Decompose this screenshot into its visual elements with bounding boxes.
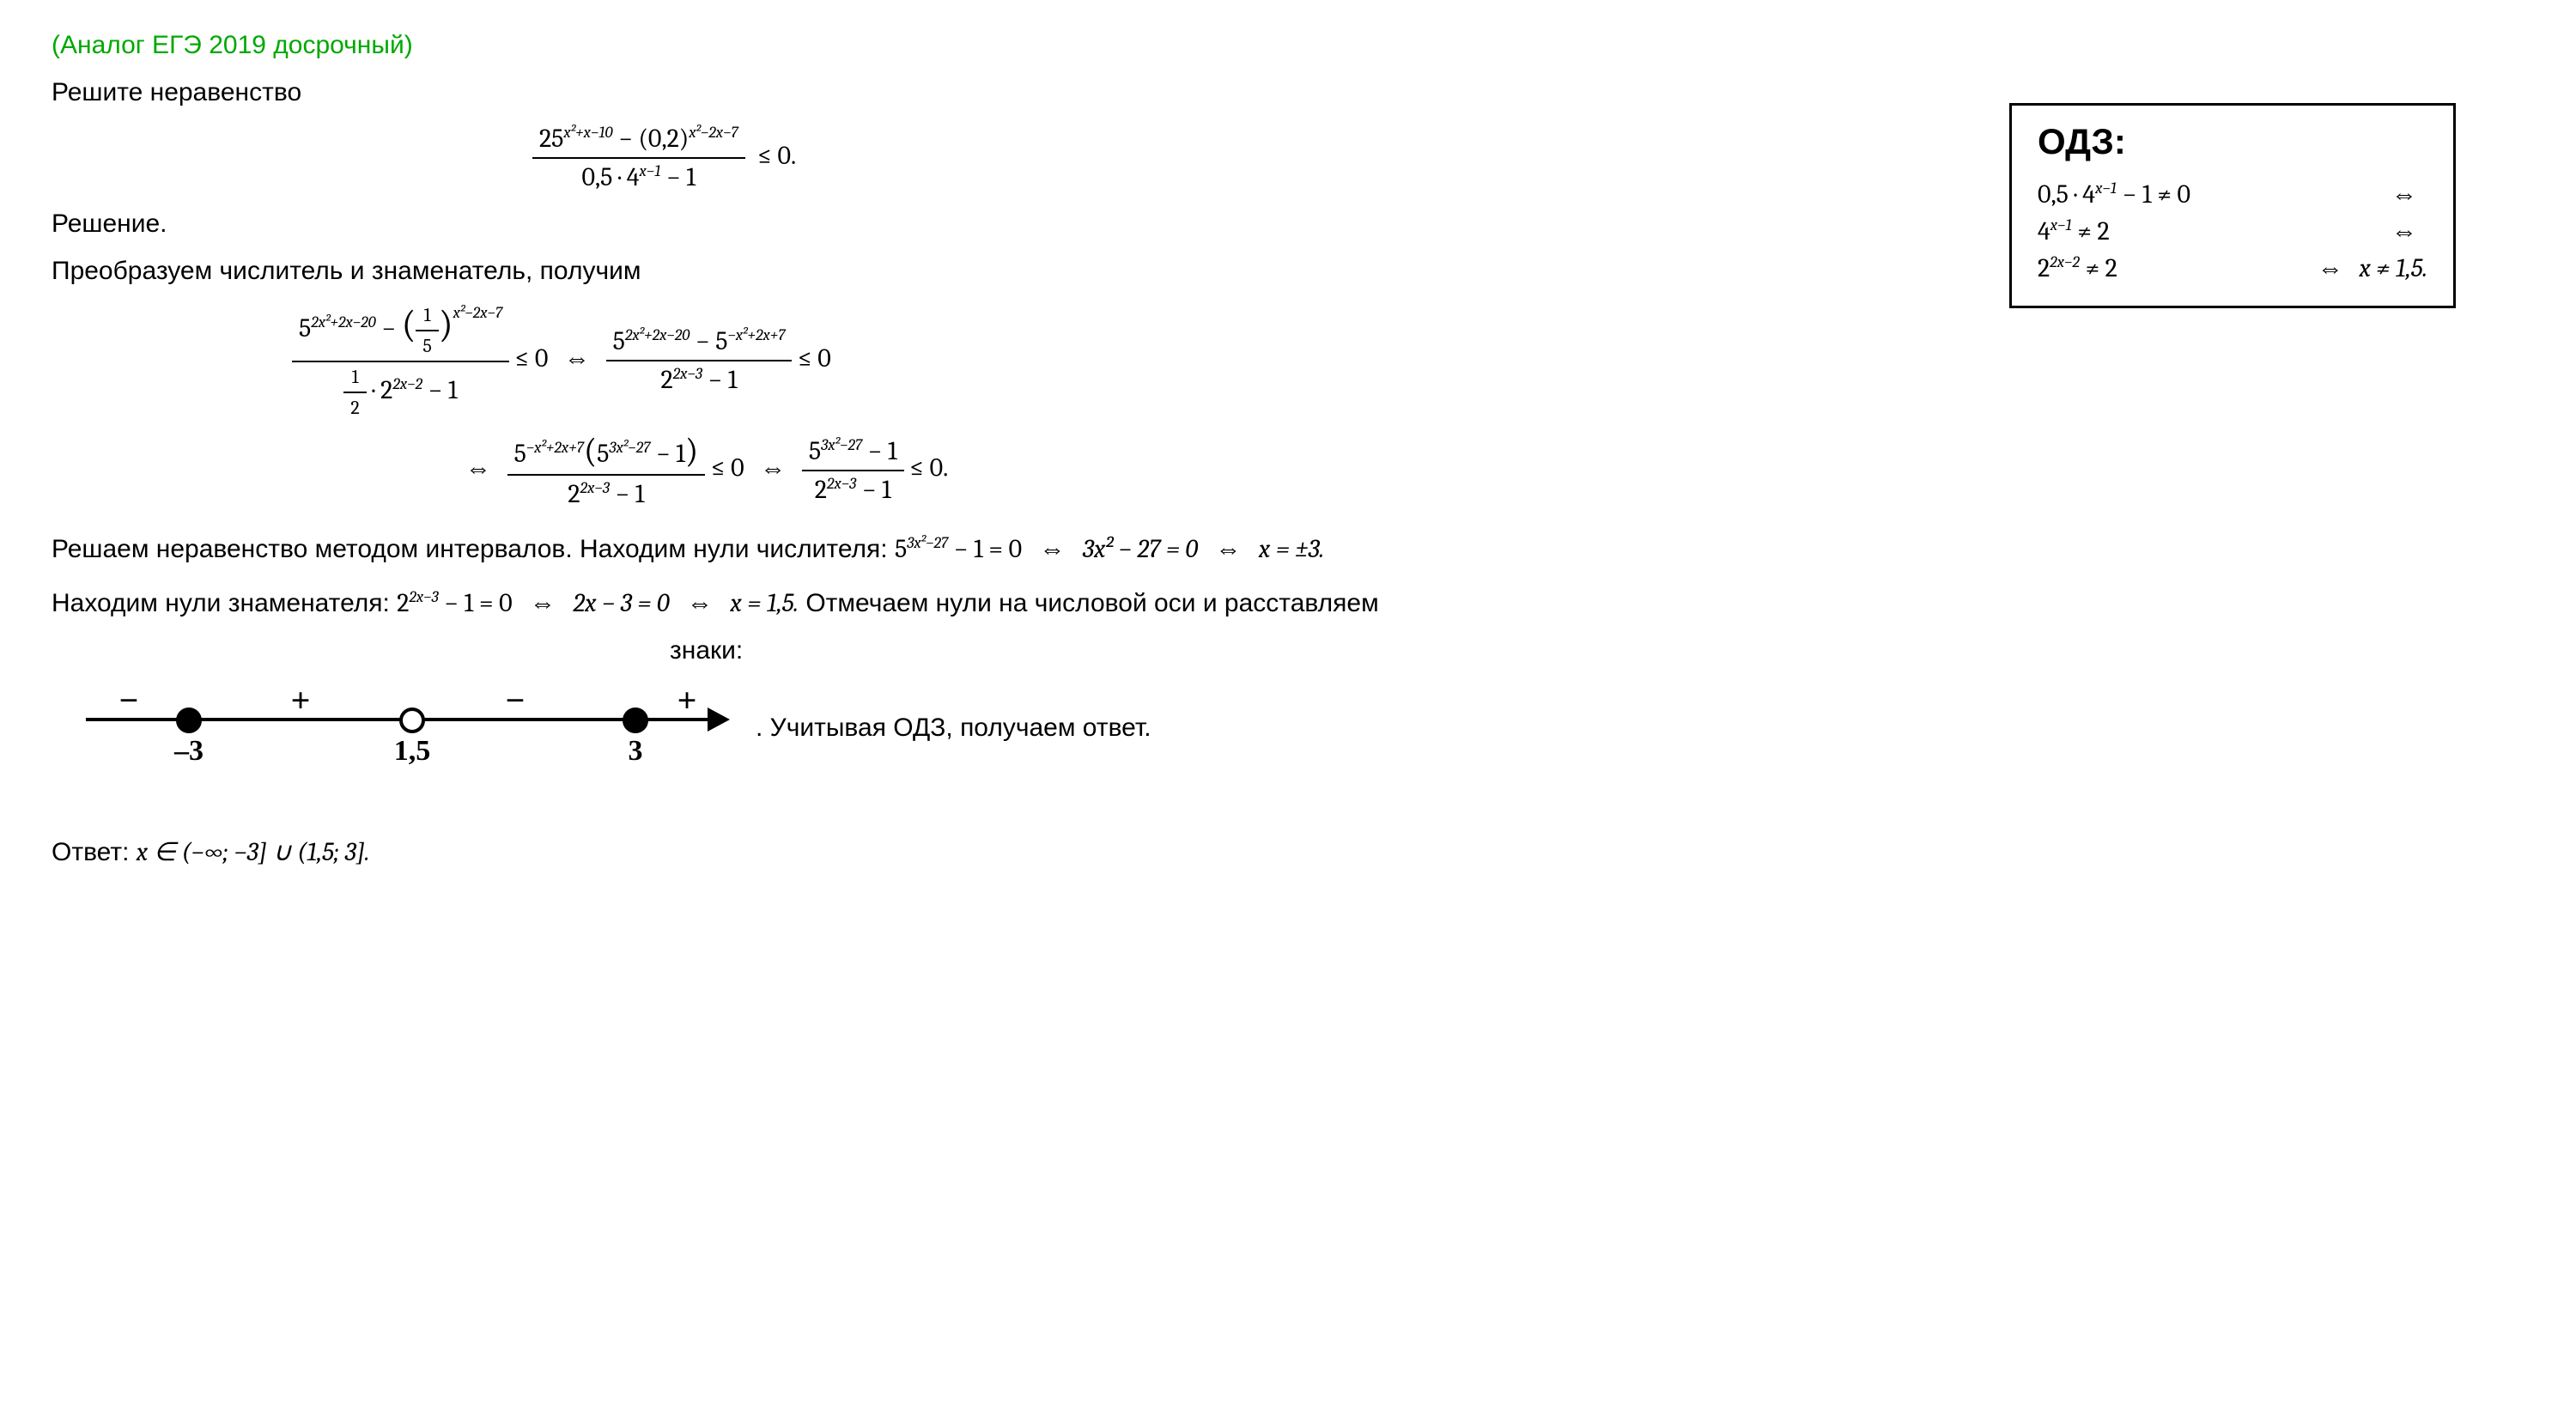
- source-title: (Аналог ЕГЭ 2019 досрочный): [52, 26, 1683, 64]
- znaki-label: знаки:: [52, 631, 2524, 670]
- nl-sign: −: [506, 680, 526, 720]
- numerator-zeros: Решаем неравенство методом интервалов. Н…: [52, 530, 2524, 568]
- nl-sign: +: [291, 680, 311, 720]
- nl-point: [399, 708, 425, 733]
- transform-label: Преобразуем числитель и знаменатель, пол…: [52, 252, 1683, 290]
- nl-point-label: 1,5: [394, 735, 431, 768]
- nl-point-label: 3: [629, 735, 643, 768]
- nl-point-label: –3: [174, 735, 204, 768]
- step1: 52x²+2x−20 − (15)x²−2x−7 12 · 22x−2 − 1 …: [52, 302, 1683, 419]
- nl-conclusion: . Учитывая ОДЗ, получаем ответ.: [756, 708, 1151, 756]
- solution-label: Решение.: [52, 204, 1683, 243]
- nl-sign: −: [119, 680, 139, 720]
- odz-box: ОДЗ: 0,5 · 4x−1 − 1 ≠ 0 ⇔ 4x−1 ≠ 2 ⇔ 22x…: [2009, 103, 2456, 308]
- prompt: Решите неравенство: [52, 73, 1683, 112]
- nl-point: [176, 708, 202, 733]
- nl-sign: +: [677, 680, 697, 720]
- answer: Ответ: x ∈ (−∞; −3] ∪ (1,5; 3].: [52, 833, 2524, 871]
- denominator-zeros: Находим нули знаменателя: 22x−3 − 1 = 0 …: [52, 584, 2524, 622]
- main-inequality: 25x²+x−10 − (0,2)x²−2x−7 0,5 · 4x−1 − 1 …: [52, 124, 1683, 192]
- step2: ⇔ 5−x²+2x+7(53x²−27 − 1) 22x−3 − 1 ≤ 0 ⇔…: [52, 431, 1683, 509]
- nl-point: [623, 708, 648, 733]
- odz-title: ОДЗ:: [2038, 121, 2427, 162]
- number-line: –31,53−+−+: [86, 678, 738, 764]
